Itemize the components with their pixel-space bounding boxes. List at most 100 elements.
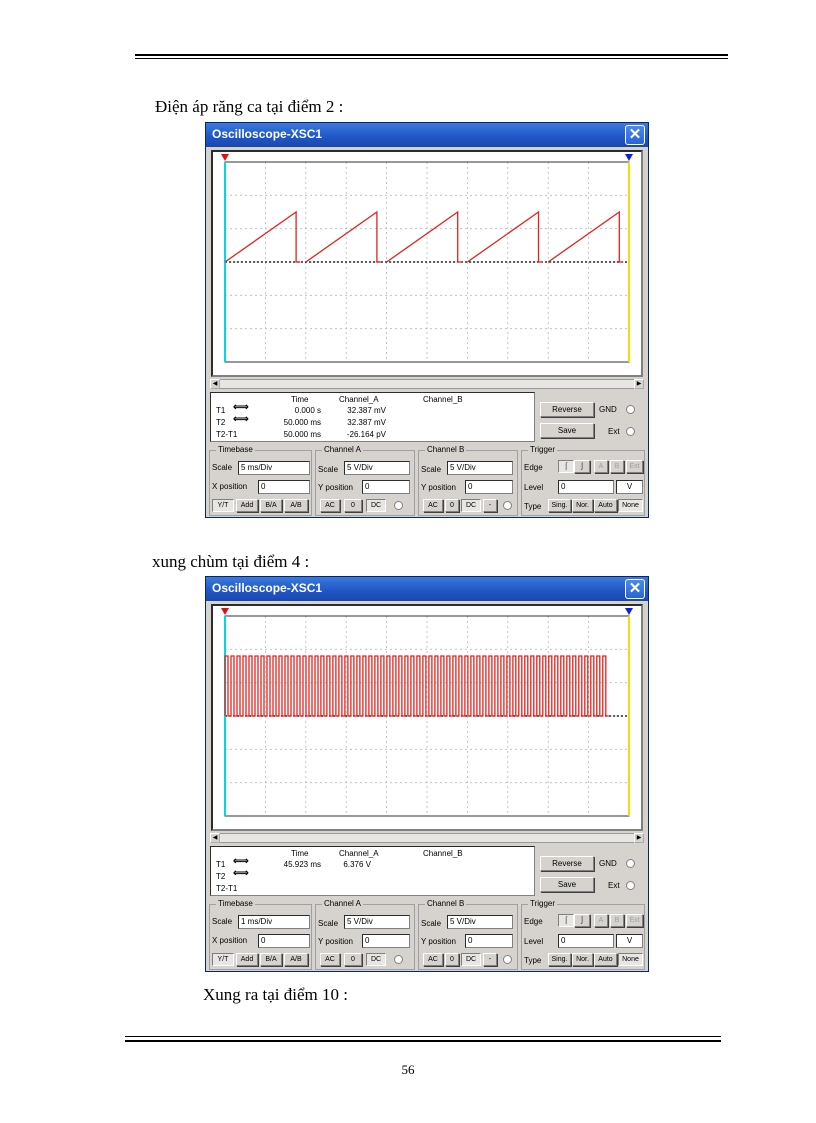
cha-ypos-label: Y position <box>318 937 353 946</box>
cha-radio[interactable] <box>394 955 403 964</box>
cha-scale-field[interactable]: 5 V/Div <box>344 915 410 929</box>
t1-move-arrows-icon[interactable]: ⇐⇒ <box>233 402 249 413</box>
chb-ypos-label: Y position <box>421 483 456 492</box>
x-position-field[interactable]: 0 <box>258 934 310 948</box>
ab-button[interactable]: A/B <box>284 953 308 966</box>
chb-zero-button[interactable]: 0 <box>445 953 459 966</box>
cha-zero-button[interactable]: 0 <box>344 499 362 512</box>
edge-falling-icon[interactable]: ⌡ <box>574 460 590 473</box>
trigger-level-field[interactable]: 0 <box>558 934 614 948</box>
t2-move-arrows-icon[interactable]: ⇐⇒ <box>233 414 249 425</box>
trigger-title: Trigger <box>528 899 558 908</box>
none-button[interactable]: None <box>618 953 643 966</box>
label-t2-t1: T2-T1 <box>216 430 238 439</box>
chb-minus-button[interactable]: - <box>483 499 497 512</box>
add-button[interactable]: Add <box>236 953 258 966</box>
chb-scale-field[interactable]: 5 V/Div <box>447 915 513 929</box>
header-channel-a: Channel_A <box>339 849 379 858</box>
ba-button[interactable]: B/A <box>260 499 282 512</box>
timebase-scale-field[interactable]: 5 ms/Div <box>238 461 310 475</box>
nor-button[interactable]: Nor. <box>572 499 593 512</box>
caption-sawtooth: Điện áp răng ca tại điểm 2 : <box>155 97 344 116</box>
channel-a-group: Channel A Scale 5 V/Div Y position 0 AC … <box>315 899 415 970</box>
type-label: Type <box>524 502 542 511</box>
title-bar[interactable]: Oscilloscope-XSC1 ✕ <box>206 123 648 147</box>
reverse-button[interactable]: Reverse <box>540 402 594 417</box>
cursor-readout: Time Channel_A Channel_B T1 ⇐⇒ T2 ⇐⇒ T2-… <box>210 846 535 896</box>
auto-button[interactable]: Auto <box>594 499 617 512</box>
close-icon[interactable]: ✕ <box>625 579 645 599</box>
save-button[interactable]: Save <box>540 423 594 438</box>
gnd-radio[interactable] <box>626 859 635 868</box>
yt-button[interactable]: Y/T <box>212 499 234 512</box>
close-icon[interactable]: ✕ <box>625 125 645 145</box>
chb-ypos-field[interactable]: 0 <box>465 934 513 948</box>
x-position-field[interactable]: 0 <box>258 480 310 494</box>
trigger-level-field[interactable]: 0 <box>558 480 614 494</box>
horizontal-scrollbar[interactable]: ◀ ▶ <box>210 833 644 843</box>
gnd-radio[interactable] <box>626 405 635 414</box>
chb-ac-button[interactable]: AC <box>423 499 443 512</box>
ext-radio[interactable] <box>626 427 635 436</box>
chb-scale-field[interactable]: 5 V/Div <box>447 461 513 475</box>
chb-scale-label: Scale <box>421 919 442 928</box>
t1-move-arrows-icon[interactable]: ⇐⇒ <box>233 856 249 867</box>
scroll-right-icon[interactable]: ▶ <box>634 379 644 389</box>
edge-rising-icon[interactable]: ⌠ <box>558 914 574 927</box>
title-bar[interactable]: Oscilloscope-XSC1 ✕ <box>206 577 648 601</box>
chb-minus-button[interactable]: - <box>483 953 497 966</box>
scope-screen <box>211 150 643 377</box>
chb-radio[interactable] <box>503 501 512 510</box>
cha-scale-field[interactable]: 5 V/Div <box>344 461 410 475</box>
chb-ac-button[interactable]: AC <box>423 953 443 966</box>
channel-a-group: Channel A Scale 5 V/Div Y position 0 AC … <box>315 445 415 516</box>
chb-dc-button[interactable]: DC <box>461 499 481 512</box>
none-button[interactable]: None <box>618 499 643 512</box>
trigger-ext-button[interactable]: Ext <box>626 914 643 927</box>
nor-button[interactable]: Nor. <box>572 953 593 966</box>
trigger-a-button[interactable]: A <box>594 460 608 473</box>
cha-dc-button[interactable]: DC <box>366 953 386 966</box>
cha-zero-button[interactable]: 0 <box>344 953 362 966</box>
header-channel-b: Channel_B <box>423 395 463 404</box>
trigger-ext-button[interactable]: Ext <box>626 460 643 473</box>
cha-radio[interactable] <box>394 501 403 510</box>
ab-button[interactable]: A/B <box>284 499 308 512</box>
yt-button[interactable]: Y/T <box>212 953 234 966</box>
save-button[interactable]: Save <box>540 877 594 892</box>
ext-radio[interactable] <box>626 881 635 890</box>
caption-output-pulse: Xung ra tại điểm 10 : <box>203 985 348 1004</box>
edge-rising-icon[interactable]: ⌠ <box>558 460 574 473</box>
reverse-button[interactable]: Reverse <box>540 856 594 871</box>
cursor-t1-marker-icon <box>221 154 229 161</box>
header-channel-a: Channel_A <box>339 395 379 404</box>
ba-button[interactable]: B/A <box>260 953 282 966</box>
cha-ac-button[interactable]: AC <box>320 499 340 512</box>
chb-dc-button[interactable]: DC <box>461 953 481 966</box>
trigger-a-button[interactable]: A <box>594 914 608 927</box>
trigger-level-unit[interactable]: V <box>616 480 643 494</box>
cha-ypos-field[interactable]: 0 <box>362 480 410 494</box>
chb-radio[interactable] <box>503 955 512 964</box>
gnd-label: GND <box>599 405 617 414</box>
oscilloscope-window-1: Oscilloscope-XSC1 ✕ ◀ ▶ Time Channel_A C… <box>205 122 649 518</box>
cha-ypos-field[interactable]: 0 <box>362 934 410 948</box>
auto-button[interactable]: Auto <box>594 953 617 966</box>
trigger-b-button[interactable]: B <box>610 460 624 473</box>
scroll-left-icon[interactable]: ◀ <box>210 833 220 843</box>
cha-ac-button[interactable]: AC <box>320 953 340 966</box>
t2-move-arrows-icon[interactable]: ⇐⇒ <box>233 868 249 879</box>
scroll-right-icon[interactable]: ▶ <box>634 833 644 843</box>
timebase-scale-field[interactable]: 1 ms/Div <box>238 915 310 929</box>
add-button[interactable]: Add <box>236 499 258 512</box>
trigger-level-unit[interactable]: V <box>616 934 643 948</box>
chb-zero-button[interactable]: 0 <box>445 499 459 512</box>
edge-falling-icon[interactable]: ⌡ <box>574 914 590 927</box>
chb-ypos-field[interactable]: 0 <box>465 480 513 494</box>
scroll-left-icon[interactable]: ◀ <box>210 379 220 389</box>
cha-dc-button[interactable]: DC <box>366 499 386 512</box>
sing-button[interactable]: Sing. <box>548 499 571 512</box>
trigger-b-button[interactable]: B <box>610 914 624 927</box>
sing-button[interactable]: Sing. <box>548 953 571 966</box>
horizontal-scrollbar[interactable]: ◀ ▶ <box>210 379 644 389</box>
